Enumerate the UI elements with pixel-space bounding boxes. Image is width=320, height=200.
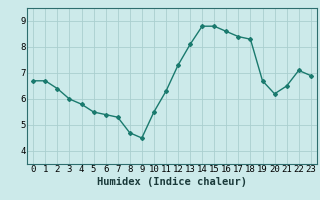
X-axis label: Humidex (Indice chaleur): Humidex (Indice chaleur) (97, 177, 247, 187)
